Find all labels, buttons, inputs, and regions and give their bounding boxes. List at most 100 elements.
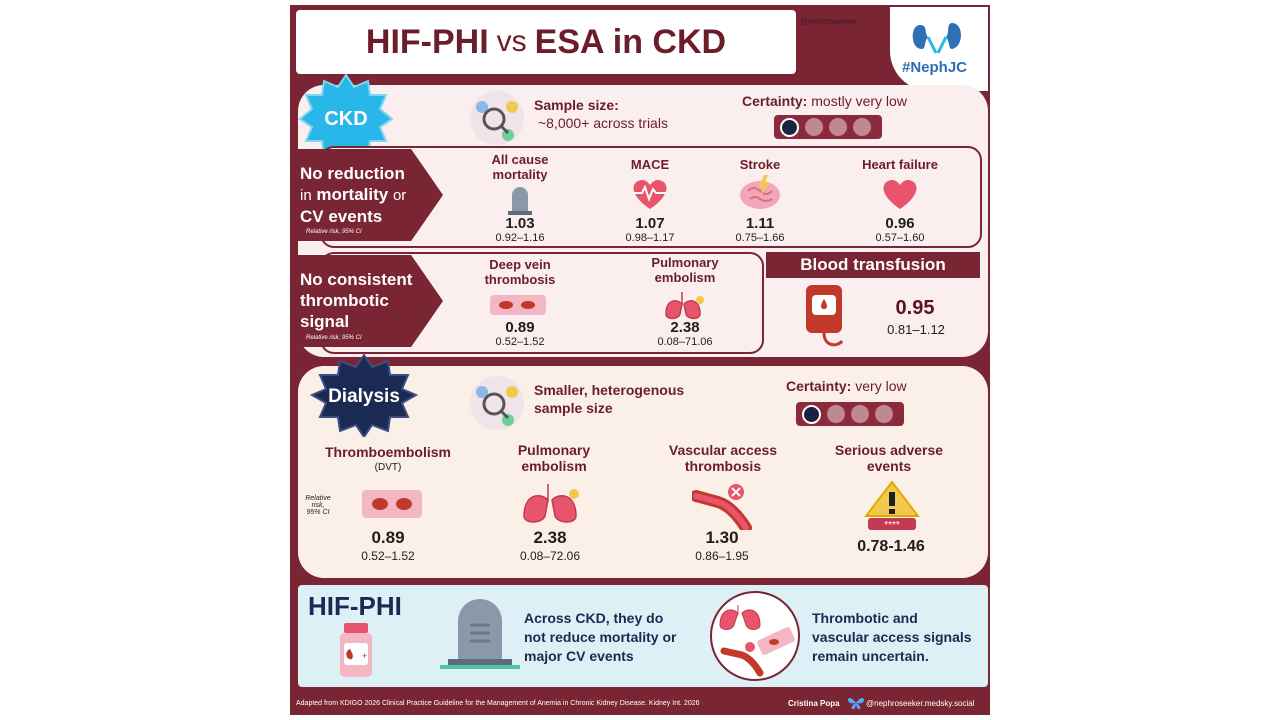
ckd-certainty-value: mostly very low: [811, 93, 907, 109]
butterfly-icon: [848, 698, 864, 709]
certainty-dot: [805, 118, 823, 136]
vein-clot-icon: [490, 295, 546, 315]
rr-dvt: 0.89: [505, 319, 535, 336]
svg-text:+: +: [362, 651, 367, 661]
nephjc-logo-text: #NephJC: [902, 59, 968, 76]
dialysis-certainty-scale: [796, 402, 904, 426]
dialysis-rr-pe: 2.38: [533, 528, 567, 547]
outcome-name-dvt: Deep vein thrombosis: [484, 257, 556, 287]
hif-summary-section: HIF-PHI + Across CKD, they do not reduce…: [298, 585, 988, 687]
outcome-name-pe: Pulmonary embolism: [651, 255, 719, 285]
certainty-dot: [875, 405, 893, 423]
lungs-icon: [523, 484, 579, 523]
certainty-dot: [827, 405, 845, 423]
sample-size-icon: [470, 91, 524, 145]
dialysis-sample-line1: Smaller, heterogenous: [534, 382, 685, 398]
dialysis-outcome-sub: (DVT): [374, 462, 402, 473]
blood-bag-icon: [806, 285, 844, 347]
dialysis-rr-thromboembolism: 0.89: [371, 528, 405, 547]
footer: Adapted from KDIGO 2026 Clinical Practic…: [290, 693, 990, 715]
ckd-row2-label: No consistent thrombotic signal Relative…: [298, 255, 443, 347]
svg-text:****: ****: [884, 520, 900, 531]
ci-dvt: 0.52–1.52: [495, 336, 545, 348]
tombstone-icon: [440, 599, 520, 669]
sample-size-icon: [470, 376, 524, 430]
ckd-row2-headline: No consistent thrombotic signal: [300, 270, 413, 331]
vessel-clot-icon: [692, 484, 752, 530]
ckd-sample-value: ~8,000+ across trials: [538, 115, 668, 131]
lungs-icon: [665, 292, 704, 320]
dialysis-certainty: Certainty: very low: [786, 378, 907, 394]
dialysis-rr-vascular-access: 1.30: [705, 528, 739, 547]
ckd-certainty-label: Certainty:: [742, 93, 808, 109]
footer-handle: @nephroseeker.medsky.social: [866, 699, 975, 708]
dialysis-ci-pe: 0.08–72.06: [519, 549, 581, 563]
dialysis-badge-text: Dialysis: [328, 386, 400, 407]
footer-source: Adapted from KDIGO 2026 Clinical Practic…: [296, 700, 700, 707]
dialysis-certainty-label: Certainty:: [786, 378, 852, 394]
heart-ecg-icon: [633, 179, 667, 209]
ci-stroke: 0.75–1.66: [735, 232, 785, 244]
hif-summary-title: HIF-PHI: [308, 591, 402, 621]
tombstone-icon: [508, 187, 532, 215]
rr-stroke: 1.11: [745, 215, 775, 232]
ckd-row1-ci-note: Relative risk, 95% CI: [306, 229, 362, 235]
vein-clot-icon: [362, 490, 422, 518]
certainty-dot: [853, 118, 871, 136]
ckd-row2-ci-note: Relative risk, 95% CI: [306, 335, 362, 341]
rr-mortality: 1.03: [505, 215, 535, 232]
dialysis-range-serious-ae: 0.78-1.46: [857, 538, 925, 555]
warning-icon: ****: [863, 480, 921, 531]
dialysis-outcome-pe: Pulmonary embolism: [517, 442, 591, 474]
author-handle-top: @nephroseeker: [800, 17, 858, 26]
footer-author: Cristina Popa: [788, 699, 840, 708]
title-drug-a: HIF-PHI: [365, 22, 489, 61]
ci-pe: 0.08–71.06: [657, 336, 713, 348]
rr-pe: 2.38: [670, 319, 700, 336]
ci-transfusion: 0.81–1.12: [887, 322, 945, 337]
hif-summary-text-1: Across CKD, they do not reduce mortality…: [524, 610, 677, 664]
rr-heart-failure: 0.96: [885, 215, 915, 232]
dialysis-ci-thromboembolism: 0.52–1.52: [361, 549, 415, 563]
outcome-name-heart-failure: Heart failure: [862, 157, 938, 172]
heart-icon: [883, 179, 917, 209]
rr-transfusion: 0.95: [895, 297, 935, 319]
ckd-row1-headline: No reduction in mortality or CV events: [300, 164, 407, 226]
thrombosis-summary-icon: [710, 591, 800, 681]
dialysis-certainty-value: very low: [855, 378, 907, 394]
certainty-dot: [851, 405, 869, 423]
transfusion-title: Blood transfusion: [766, 252, 980, 278]
dialysis-section: Smaller, heterogenous sample size Certai…: [298, 366, 988, 578]
ckd-row1-label: No reduction in mortality or CV events R…: [298, 149, 443, 241]
nephjc-logo: #NephJC: [890, 7, 988, 91]
ckd-badge: CKD: [298, 73, 394, 159]
outcome-name-stroke: Stroke: [739, 157, 781, 172]
outcome-name-mortality: All cause mortality: [491, 152, 549, 182]
pill-bottle-icon: +: [340, 623, 372, 677]
ckd-badge-text: CKD: [324, 108, 367, 130]
dialysis-ci-vascular-access: 0.86–1.95: [695, 549, 749, 563]
title-drug-b: ESA in CKD: [534, 22, 727, 61]
dialysis-sample-line2: sample size: [534, 400, 613, 416]
title-vs: vs: [496, 25, 527, 58]
rr-mace: 1.07: [635, 215, 665, 232]
kidney-logo-icon: [912, 23, 961, 54]
dialysis-ci-note: Relative risk, 95% CI: [305, 495, 331, 516]
ckd-certainty: Certainty: mostly very low: [742, 93, 907, 109]
brain-icon: [740, 175, 780, 209]
dialysis-outcome-serious-ae: Serious adverse events: [834, 442, 944, 474]
infographic-poster: HIF-PHI vs ESA in CKD @nephroseeker #Nep…: [290, 5, 990, 715]
dialysis-outcome-thromboembolism: Thromboembolism: [324, 444, 451, 460]
certainty-dot-filled: [780, 117, 799, 137]
dialysis-outcome-vascular-access: Vascular access thrombosis: [668, 442, 778, 474]
certainty-dot: [829, 118, 847, 136]
outcome-name-mace: MACE: [630, 157, 670, 172]
certainty-dot-filled: [802, 404, 821, 424]
ci-heart-failure: 0.57–1.60: [875, 232, 925, 244]
page-title: HIF-PHI vs ESA in CKD: [296, 10, 796, 74]
ckd-certainty-scale: [774, 115, 882, 139]
dialysis-badge: Dialysis: [309, 353, 419, 437]
hif-summary-text-2: Thrombotic and vascular access signals r…: [812, 610, 972, 664]
ci-mortality: 0.92–1.16: [495, 232, 545, 244]
ckd-sample-label: Sample size:: [534, 97, 619, 113]
